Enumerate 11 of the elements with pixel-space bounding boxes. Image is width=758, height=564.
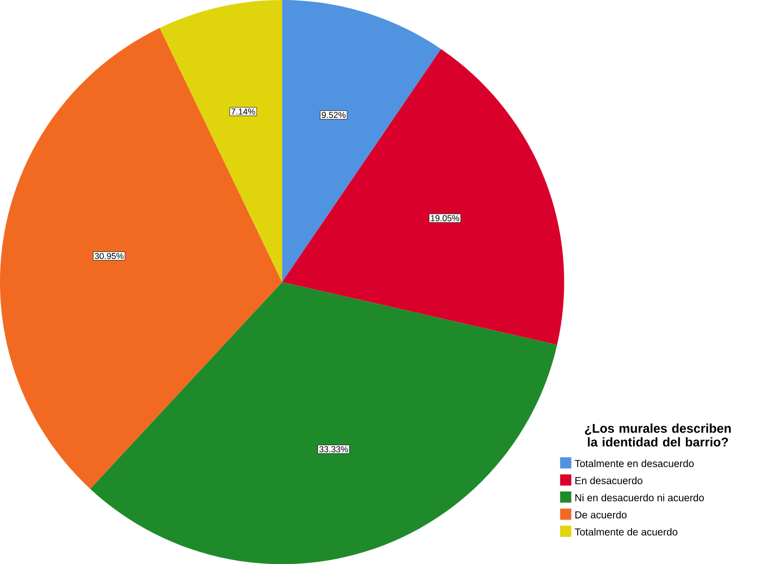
legend-label: Ni en desacuerdo ni acuerdo	[575, 494, 704, 502]
legend-label: De acuerdo	[575, 510, 627, 518]
data-label: 19.05%	[430, 215, 460, 222]
legend-label: En desacuerdo	[575, 476, 642, 484]
data-label: 30.95%	[94, 252, 124, 259]
legend-label: Totalmente en desacuerdo	[574, 460, 694, 468]
legend-label: Totalmente de acuerdo	[574, 528, 678, 536]
data-label: 7.14%	[231, 108, 256, 115]
legend-title: ¿Los murales describen la identidad del barrio?	[584, 423, 731, 446]
data-label: 33.33%	[319, 446, 348, 452]
data-label: 9.52%	[322, 112, 346, 118]
